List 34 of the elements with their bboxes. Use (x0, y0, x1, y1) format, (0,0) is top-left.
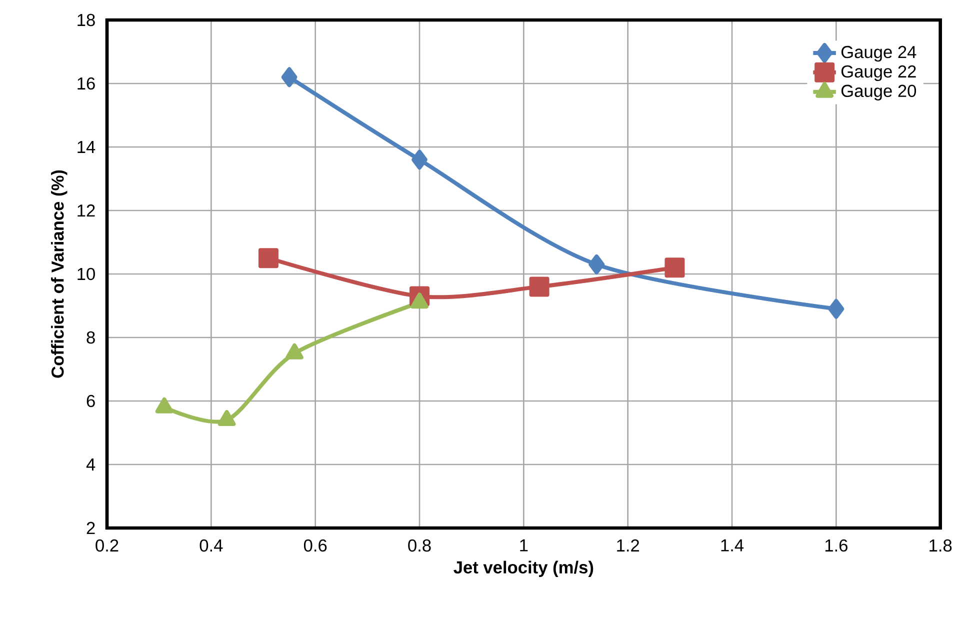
point (664, 258, 685, 278)
legend-label: Gauge 24 (841, 46, 916, 62)
point (412, 150, 428, 170)
x-tick-label: 1.2 (617, 539, 640, 552)
y-tick-label: 12 (78, 204, 95, 217)
x-tick-label: 1.8 (930, 539, 952, 552)
point (258, 248, 278, 268)
y-tick-label: 6 (86, 394, 95, 408)
y-axis-title: Cofficient of Variance (%) (51, 170, 68, 378)
point (588, 254, 605, 274)
point (410, 292, 428, 309)
point (155, 397, 174, 414)
x-tick-label: 0.4 (200, 539, 223, 552)
point (828, 298, 844, 319)
y-tick-label: 14 (78, 141, 96, 153)
x-tick-label: 0.8 (408, 539, 431, 552)
x-tick-label: 1 (520, 539, 528, 552)
legend-label: Gauge 20 (841, 84, 916, 100)
x-tick-label: 1.6 (825, 539, 848, 552)
y-tick-label: 4 (86, 458, 96, 470)
x-axis-title: Jet velocity (m/s) (454, 560, 594, 577)
x-tick-label: 0.2 (96, 539, 118, 552)
point (218, 410, 236, 426)
point (529, 276, 550, 297)
x-tick-label: 1.4 (721, 539, 744, 552)
y-tick-label: 2 (86, 522, 95, 534)
legend-label: Gauge 22 (841, 65, 916, 82)
y-tick-label: 18 (78, 14, 95, 26)
y-tick-label: 16 (78, 77, 95, 90)
y-tick-label: 10 (78, 268, 95, 280)
x-tick-label: 0.6 (304, 539, 327, 552)
y-tick-label: 8 (86, 331, 95, 344)
point (286, 343, 304, 360)
point (281, 67, 298, 88)
